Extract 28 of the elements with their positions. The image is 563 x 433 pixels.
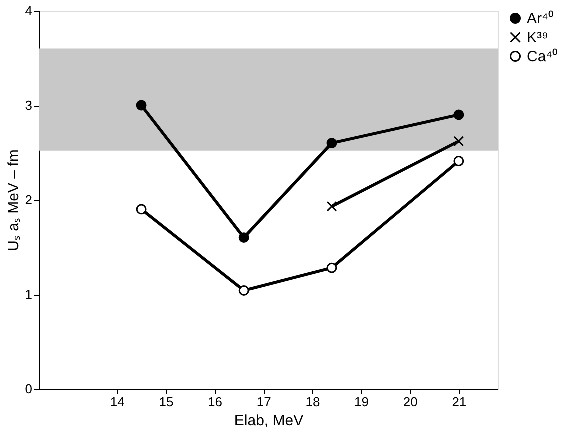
y-tick-label: 1 <box>25 287 32 302</box>
x-tick-label: 16 <box>208 394 223 410</box>
point <box>238 232 250 244</box>
y-tick-label: 0 <box>25 382 32 396</box>
x-tick-label: 18 <box>306 394 320 410</box>
legend-label: Ar⁴⁰ <box>527 10 554 28</box>
x-tick-label: 15 <box>159 394 174 410</box>
point <box>454 136 464 147</box>
point <box>326 201 338 212</box>
point <box>454 110 464 120</box>
y-tick-label: 2 <box>25 192 32 208</box>
point <box>326 262 338 274</box>
point <box>136 100 147 111</box>
point <box>454 156 464 166</box>
y-tick-label: 4 <box>25 4 32 18</box>
x-tick-label: 21 <box>452 394 467 410</box>
point <box>136 204 147 215</box>
x-tick-label: 19 <box>354 394 370 410</box>
legend-label: K³⁹ <box>527 30 548 46</box>
point <box>238 286 250 296</box>
x-tick-label: 14 <box>110 394 125 410</box>
x-tick-label: 17 <box>256 394 272 410</box>
legend-label: Ca⁴⁰ <box>527 48 558 66</box>
x-axis-title: Elab, MeV <box>234 412 304 430</box>
y-axis-title: Uₛ aₛ MeV – fm <box>5 150 22 252</box>
point <box>326 138 338 149</box>
x-tick-label: 20 <box>403 394 418 410</box>
y-tick-label: 3 <box>25 98 32 113</box>
